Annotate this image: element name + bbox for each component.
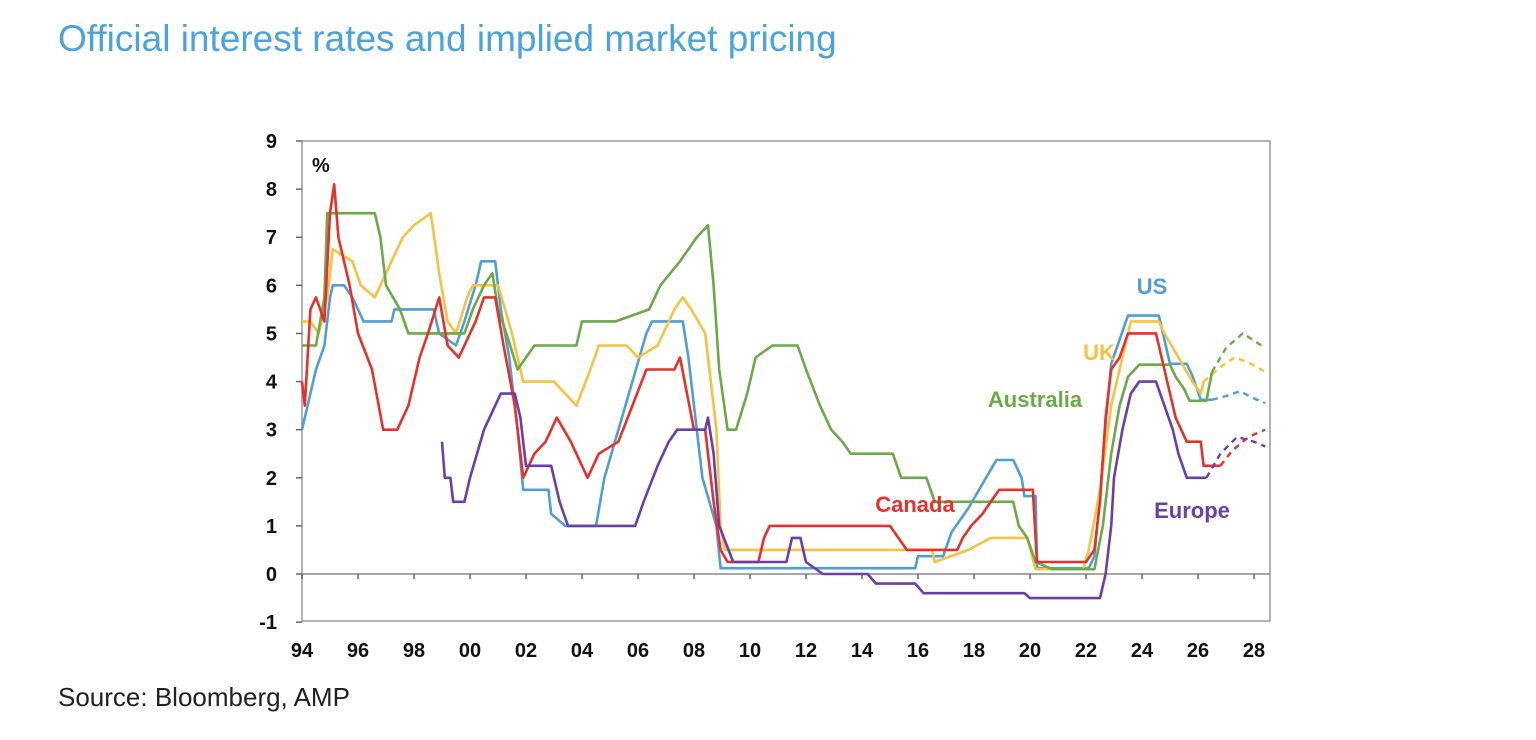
source-note: Source: Bloomberg, AMP [58, 682, 350, 712]
x-tick-label: 16 [907, 640, 929, 662]
series-line-europe [440, 380, 1207, 600]
y-tick-label: 1 [266, 516, 277, 538]
x-tick-label: 18 [963, 640, 985, 662]
y-tick-label: -1 [259, 612, 277, 634]
series-line-canada [300, 183, 1221, 564]
series-label-canada: Canada [875, 492, 955, 517]
x-tick-label: 10 [739, 640, 761, 662]
x-tick-label: 00 [459, 640, 481, 662]
y-tick-label: 2 [266, 468, 277, 490]
y-tick-label: 4 [266, 372, 278, 394]
x-tick-label: 22 [1075, 640, 1097, 662]
x-tick-label: 94 [291, 640, 314, 662]
x-tick-label: 02 [515, 640, 537, 662]
y-axis-unit-label: % [312, 155, 330, 177]
y-tick-label: 8 [266, 179, 277, 201]
y-tick-label: 9 [266, 131, 277, 153]
y-tick-label: 3 [266, 420, 277, 442]
series-label-europe: Europe [1154, 498, 1230, 523]
series-label-australia: Australia [988, 387, 1083, 412]
y-tick-label: 5 [266, 323, 277, 345]
x-tick-label: 26 [1187, 640, 1209, 662]
series-label-us: US [1137, 274, 1168, 299]
page-title: Official interest rates and implied mark… [58, 18, 837, 59]
y-tick-label: 0 [266, 564, 277, 586]
x-tick-label: 28 [1243, 640, 1265, 662]
series-projection-australia [1210, 331, 1266, 373]
x-tick-label: 14 [851, 640, 874, 662]
x-tick-label: 06 [627, 640, 649, 662]
x-tick-label: 98 [403, 640, 425, 662]
series-line-us [300, 260, 1212, 570]
x-tick-label: 08 [683, 640, 705, 662]
x-tick-label: 24 [1131, 640, 1154, 662]
y-tick-label: 6 [266, 275, 277, 297]
series-line-australia [302, 211, 1214, 571]
series-projection-us [1211, 389, 1266, 405]
x-tick-label: 12 [795, 640, 817, 662]
series-projection-uk [1202, 356, 1266, 383]
series-label-uk: UK [1083, 340, 1115, 365]
series-projection-europe [1205, 435, 1266, 479]
y-tick-label: 7 [266, 227, 277, 249]
x-tick-label: 96 [347, 640, 369, 662]
x-tick-label: 04 [571, 640, 594, 662]
chart-panel: 9 8 7 6 5 4 3 2 1 0 -1 94 96 98 00 02 04 06 08 10 12 14 16 18 20… [240, 86, 1290, 670]
x-tick-label: 20 [1019, 640, 1041, 662]
